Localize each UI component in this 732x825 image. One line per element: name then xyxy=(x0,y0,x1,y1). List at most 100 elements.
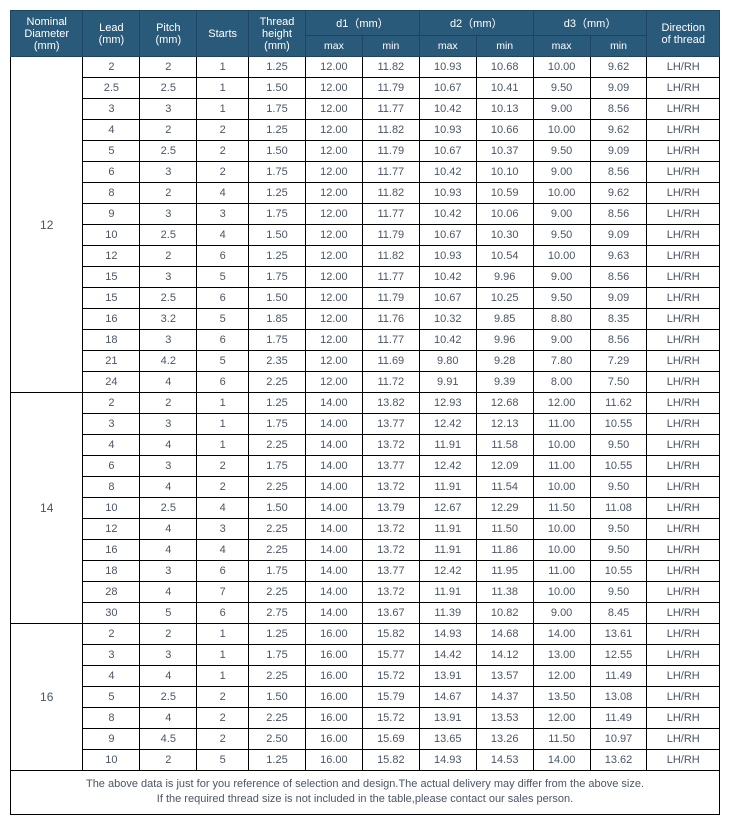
cell-pitch: 3 xyxy=(140,99,197,120)
cell-starts: 2 xyxy=(197,162,249,183)
cell-d2min: 11.95 xyxy=(476,561,533,582)
cell-th: 1.75 xyxy=(249,561,306,582)
cell-starts: 6 xyxy=(197,246,249,267)
cell-d2max: 10.67 xyxy=(419,78,476,99)
cell-lead: 21 xyxy=(83,351,140,372)
cell-starts: 1 xyxy=(197,666,249,687)
cell-d1max: 14.00 xyxy=(305,603,362,624)
cell-lead: 4 xyxy=(83,435,140,456)
cell-th: 1.75 xyxy=(249,414,306,435)
cell-d3min: 9.50 xyxy=(590,582,647,603)
header-d2-min: min xyxy=(476,36,533,57)
cell-starts: 2 xyxy=(197,141,249,162)
cell-d2min: 11.58 xyxy=(476,435,533,456)
cell-d2min: 11.54 xyxy=(476,477,533,498)
cell-d3max: 12.00 xyxy=(533,666,590,687)
table-body: 122211.2512.0011.8210.9310.6810.009.62LH… xyxy=(11,57,720,815)
cell-d2min: 14.68 xyxy=(476,624,533,645)
cell-d3max: 9.00 xyxy=(533,330,590,351)
cell-d2max: 10.42 xyxy=(419,267,476,288)
cell-d3min: 11.49 xyxy=(590,708,647,729)
cell-d3min: 8.56 xyxy=(590,330,647,351)
cell-starts: 1 xyxy=(197,414,249,435)
cell-th: 2.25 xyxy=(249,582,306,603)
cell-dir: LH/RH xyxy=(647,225,720,246)
table-row: 152.561.5012.0011.7910.6710.259.509.09LH… xyxy=(11,288,720,309)
cell-dir: LH/RH xyxy=(647,57,720,78)
cell-d2max: 13.91 xyxy=(419,708,476,729)
cell-d3max: 8.00 xyxy=(533,372,590,393)
table-row: 15351.7512.0011.7710.429.969.008.56LH/RH xyxy=(11,267,720,288)
cell-d1max: 16.00 xyxy=(305,666,362,687)
cell-d1min: 11.77 xyxy=(362,204,419,225)
cell-d3min: 9.50 xyxy=(590,435,647,456)
cell-d1min: 15.72 xyxy=(362,666,419,687)
cell-d1max: 14.00 xyxy=(305,582,362,603)
cell-d1min: 11.82 xyxy=(362,246,419,267)
cell-lead: 3 xyxy=(83,414,140,435)
cell-dir: LH/RH xyxy=(647,666,720,687)
cell-pitch: 4 xyxy=(140,519,197,540)
cell-d1min: 15.82 xyxy=(362,750,419,771)
cell-pitch: 2 xyxy=(140,246,197,267)
table-row: 4412.2514.0013.7211.9111.5810.009.50LH/R… xyxy=(11,435,720,456)
cell-d1min: 15.72 xyxy=(362,708,419,729)
table-row: 28472.2514.0013.7211.9111.3810.009.50LH/… xyxy=(11,582,720,603)
cell-dir: LH/RH xyxy=(647,120,720,141)
cell-dir: LH/RH xyxy=(647,498,720,519)
cell-pitch: 3 xyxy=(140,162,197,183)
cell-pitch: 2.5 xyxy=(140,141,197,162)
cell-lead: 2 xyxy=(83,57,140,78)
cell-dir: LH/RH xyxy=(647,750,720,771)
cell-dir: LH/RH xyxy=(647,288,720,309)
cell-d3min: 9.09 xyxy=(590,225,647,246)
cell-d1max: 12.00 xyxy=(305,78,362,99)
cell-d1min: 15.82 xyxy=(362,624,419,645)
cell-starts: 6 xyxy=(197,288,249,309)
cell-lead: 9 xyxy=(83,729,140,750)
cell-lead: 6 xyxy=(83,456,140,477)
cell-d1min: 11.82 xyxy=(362,57,419,78)
table-row: 94.522.5016.0015.6913.6513.2611.5010.97L… xyxy=(11,729,720,750)
table-row: 142211.2514.0013.8212.9312.6812.0011.62L… xyxy=(11,393,720,414)
cell-d1max: 16.00 xyxy=(305,750,362,771)
cell-th: 1.75 xyxy=(249,456,306,477)
cell-th: 2.25 xyxy=(249,477,306,498)
cell-lead: 4 xyxy=(83,666,140,687)
cell-d1min: 13.72 xyxy=(362,582,419,603)
cell-lead: 2.5 xyxy=(83,78,140,99)
cell-th: 2.25 xyxy=(249,540,306,561)
cell-d1max: 12.00 xyxy=(305,309,362,330)
cell-lead: 15 xyxy=(83,267,140,288)
table-row: 162211.2516.0015.8214.9314.6814.0013.61L… xyxy=(11,624,720,645)
cell-dir: LH/RH xyxy=(647,729,720,750)
cell-starts: 7 xyxy=(197,582,249,603)
cell-d3min: 10.55 xyxy=(590,561,647,582)
cell-d2max: 9.80 xyxy=(419,351,476,372)
table-row: 122211.2512.0011.8210.9310.6810.009.62LH… xyxy=(11,57,720,78)
cell-d3min: 8.35 xyxy=(590,309,647,330)
cell-d2min: 10.66 xyxy=(476,120,533,141)
cell-th: 2.50 xyxy=(249,729,306,750)
table-row: 2.52.511.5012.0011.7910.6710.419.509.09L… xyxy=(11,78,720,99)
table-row: 8422.2516.0015.7213.9113.5312.0011.49LH/… xyxy=(11,708,720,729)
header-lead: Lead (mm) xyxy=(83,11,140,57)
cell-dir: LH/RH xyxy=(647,330,720,351)
cell-d1min: 11.79 xyxy=(362,225,419,246)
cell-d2max: 10.42 xyxy=(419,330,476,351)
cell-d1min: 13.82 xyxy=(362,393,419,414)
cell-d3min: 10.97 xyxy=(590,729,647,750)
cell-d3min: 13.61 xyxy=(590,624,647,645)
cell-d3max: 9.00 xyxy=(533,99,590,120)
cell-d2max: 10.67 xyxy=(419,225,476,246)
cell-lead: 2 xyxy=(83,393,140,414)
cell-d1max: 16.00 xyxy=(305,729,362,750)
cell-pitch: 4 xyxy=(140,582,197,603)
cell-d2max: 11.91 xyxy=(419,540,476,561)
cell-th: 1.50 xyxy=(249,78,306,99)
cell-d3max: 9.50 xyxy=(533,225,590,246)
cell-d2max: 12.42 xyxy=(419,456,476,477)
cell-starts: 6 xyxy=(197,603,249,624)
header-d1-max: max xyxy=(305,36,362,57)
cell-d2min: 10.82 xyxy=(476,603,533,624)
